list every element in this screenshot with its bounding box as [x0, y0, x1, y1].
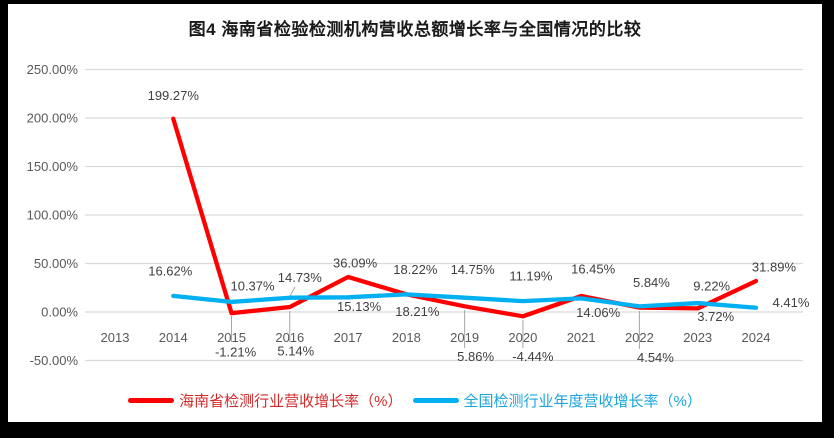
x-axis-tick-label: 2013 [101, 330, 130, 345]
data-label: 3.72% [697, 309, 734, 324]
data-label: 16.62% [148, 263, 193, 278]
legend-item-hainan: 海南省检测行业营收增长率（%） [128, 390, 403, 411]
data-label: 199.27% [148, 88, 200, 103]
y-axis-tick-label: 0.00% [41, 305, 78, 320]
legend-label-national: 全国检测行业年度营收增长率（%） [463, 393, 702, 410]
national-line-swatch-icon [412, 398, 459, 403]
x-axis-tick-label: 2014 [159, 330, 188, 345]
data-label: 36.09% [333, 255, 378, 270]
legend-item-national: 全国检测行业年度营收增长率（%） [412, 390, 702, 411]
legend: 海南省检测行业营收增长率（%） 全国检测行业年度营收增长率（%） [8, 390, 822, 411]
x-axis-tick-label: 2023 [683, 330, 712, 345]
data-label: 14.75% [451, 262, 496, 277]
legend-label-hainan: 海南省检测行业营收增长率（%） [179, 393, 403, 410]
national-series-line [171, 292, 759, 310]
data-label: -4.44% [512, 349, 554, 364]
x-axis-tick-label: 2017 [334, 330, 363, 345]
x-axis-tick-label: 2018 [392, 330, 421, 345]
y-axis-tick-label: 200.00% [27, 111, 79, 126]
hainan-line-swatch-icon [128, 398, 175, 403]
y-axis-tick-label: 50.00% [34, 256, 79, 271]
data-label: 14.73% [278, 270, 323, 285]
data-label: 18.22% [393, 262, 438, 277]
data-label: -1.21% [215, 345, 257, 360]
data-label: 4.41% [773, 295, 810, 310]
x-axis-tick-label: 2021 [567, 330, 596, 345]
y-axis-tick-label: 150.00% [27, 159, 79, 174]
plot-area: 250.00% 200.00% 150.00% 100.00% 50.00% 0.00% -… [27, 62, 810, 368]
y-axis-tick-label: 250.00% [27, 62, 79, 77]
data-label: 4.54% [637, 350, 674, 365]
data-label: 16.45% [571, 262, 616, 277]
y-axis-tick-label: 100.00% [27, 208, 79, 223]
chart-canvas: 图4 海南省检验检测机构营收总额增长率与全国情况的比较 250.00% 200.0… [8, 4, 822, 422]
data-label: 5.84% [633, 275, 670, 290]
data-label: 15.13% [337, 299, 382, 314]
data-label-leader-line [289, 286, 296, 297]
data-label: 10.37% [230, 278, 275, 293]
data-label: 14.06% [576, 305, 621, 320]
data-label: 5.86% [457, 349, 494, 364]
hainan-series-line [171, 116, 759, 319]
data-label: 18.21% [395, 304, 440, 319]
data-label: 11.19% [509, 269, 553, 284]
chart-title: 图4 海南省检验检测机构营收总额增长率与全国情况的比较 [188, 20, 642, 39]
data-label: 5.14% [277, 344, 314, 359]
data-label: 9.22% [693, 279, 730, 294]
data-label: 31.89% [752, 260, 797, 275]
x-axis-tick-label: 2024 [742, 330, 771, 345]
y-axis-tick-label: -50.00% [30, 353, 79, 368]
